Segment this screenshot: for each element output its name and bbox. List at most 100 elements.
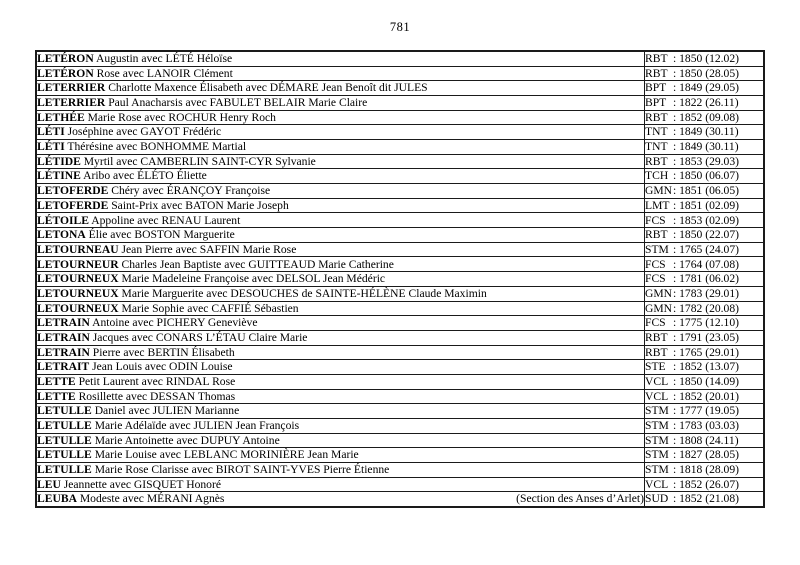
names-cell: LÉTI Joséphine avec GAYOT Frédéric — [35, 124, 645, 141]
entry-surname: LETOURNEUX — [37, 301, 119, 315]
entry-surname: LETULLE — [37, 433, 92, 447]
entry-rest: Antoine avec PICHERY Geneviève — [92, 316, 258, 330]
entry-rest: Marie Madeleine Françoise avec DELSOL Je… — [121, 272, 386, 286]
register-record: : 1852 (21.08) — [673, 492, 740, 506]
register-record: : 1782 (20.08) — [673, 301, 740, 315]
names-cell: LETRAIN Pierre avec BERTIN Élisabeth — [35, 344, 645, 361]
register-code: RBT — [645, 330, 668, 344]
register-record: : 1852 (09.08) — [673, 110, 740, 124]
entry-surname: LETOFERDE — [37, 184, 109, 198]
entry-rest: Rosillette avec DESSAN Thomas — [78, 389, 236, 403]
register-record: : 1827 (28.05) — [673, 448, 740, 462]
entry-surname: LÉTI — [37, 140, 65, 154]
table-row: LETOFERDE Saint-Prix avec BATON Marie Jo… — [35, 197, 765, 214]
register-code: STM — [645, 418, 669, 432]
entry-surname: LÉTOILE — [37, 213, 89, 227]
entry-surname: LETHÉE — [37, 110, 85, 124]
register-ref-cell: STM: 1765 (24.07) — [644, 241, 765, 258]
entry-surname: LETRAIN — [37, 345, 90, 359]
entry-names: LÉTI Joséphine avec GAYOT Frédéric — [37, 126, 221, 138]
entry-rest: Rose avec LANOIR Clément — [96, 66, 233, 80]
register-code: RBT — [645, 345, 668, 359]
register-record: : 1850 (28.05) — [673, 66, 740, 80]
table-row: LEUBA Modeste avec MÉRANI Agnès (Section … — [35, 491, 765, 508]
entry-surname: LÉTINE — [37, 169, 81, 183]
register-record: : 1851 (06.05) — [673, 184, 740, 198]
entry-rest: Joséphine avec GAYOT Frédéric — [67, 125, 222, 139]
entry-surname: LÉTIDE — [37, 154, 81, 168]
names-cell: LÉTI Thérésine avec BONHOMME Martial — [35, 139, 645, 155]
entry-surname: LETOFERDE — [37, 198, 109, 212]
entry-surname: LETULLE — [37, 462, 92, 476]
register-record: : 1818 (28.09) — [673, 462, 740, 476]
table-row: LETULLE Marie Rose Clarisse avec BIROT S… — [35, 461, 765, 478]
table-row: LETERRIER Charlotte Maxence Élisabeth av… — [35, 80, 765, 97]
table-row: LETRAIT Jean Louis avec ODIN Louise STE: … — [35, 359, 765, 375]
register-ref-cell: RBT: 1850 (28.05) — [644, 65, 765, 82]
register-code: BPT — [645, 81, 667, 95]
entry-names: LETULLE Marie Antoinette avec DUPUY Anto… — [37, 433, 280, 447]
register-ref-cell: TCH: 1850 (06.07) — [644, 168, 765, 185]
entry-names: LÉTOILE Appoline avec RENAU Laurent — [37, 213, 241, 227]
entry-names: LETOFERDE Chéry avec ÉRANÇOY Françoise — [37, 185, 270, 197]
register-code: FCS — [645, 257, 666, 271]
entry-names: LETRAIN Antoine avec PICHERY Geneviève — [37, 317, 258, 329]
entry-rest: Marie Sophie avec CAFFIÉ Sébastien — [121, 301, 299, 315]
register-code: VCL — [645, 389, 669, 403]
names-cell: LETTE Petit Laurent avec RINDAL Rose — [35, 373, 645, 390]
entry-surname: LETOURNEAU — [37, 242, 119, 256]
table-row: LETRAIN Jacques avec CONARS L’ÉTAU Clair… — [35, 329, 765, 346]
table-row: LETÉRON Augustin avec LÉTÉ Héloïse RBT: 1… — [35, 50, 765, 67]
register-record: : 1808 (24.11) — [673, 433, 739, 447]
register-code: FCS — [645, 272, 666, 286]
register-record: : 1853 (02.09) — [673, 213, 740, 227]
entry-surname: LETERRIER — [37, 96, 106, 110]
table-row: LETÉRON Rose avec LANOIR Clément RBT: 185… — [35, 65, 765, 82]
table-row: LETTE Rosillette avec DESSAN Thomas VCL: … — [35, 388, 765, 405]
entry-names: LEUBA Modeste avec MÉRANI Agnès — [37, 493, 224, 505]
entry-names: LETOURNEUX Marie Sophie avec CAFFIÉ Séba… — [37, 301, 299, 315]
register-code: STM — [645, 448, 669, 462]
register-ref-cell: BPT: 1849 (29.05) — [644, 80, 765, 97]
entry-rest: Pierre avec BERTIN Élisabeth — [92, 345, 235, 359]
register-record: : 1852 (20.01) — [673, 389, 740, 403]
register-ref-cell: TNT: 1849 (30.11) — [644, 139, 765, 155]
register-ref-cell: BPT : 1822 (26.11) — [644, 95, 765, 111]
register-code: VCL — [645, 374, 669, 388]
register-ref-cell: RBT: 1853 (29.03) — [644, 153, 765, 170]
register-ref-cell: RBT: 1850 (12.02) — [644, 50, 765, 67]
register-code: TNT — [645, 125, 668, 139]
entry-rest: Aribo avec ÉLÉTO Éliette — [83, 169, 207, 183]
register-ref-cell: STM: 1777 (19.05) — [644, 403, 765, 419]
entry-rest: Modeste avec MÉRANI Agnès — [79, 492, 225, 506]
entry-names: LETTE Petit Laurent avec RINDAL Rose — [37, 376, 235, 388]
names-cell: LETOURNEUX Marie Sophie avec CAFFIÉ Séba… — [35, 300, 645, 317]
entry-names: LÉTINE Aribo avec ÉLÉTO Éliette — [37, 170, 207, 182]
register-record: : 1764 (07.08) — [673, 257, 740, 271]
register-code: VCL — [645, 477, 669, 491]
register-record: : 1765 (24.07) — [673, 242, 740, 256]
register-ref-cell: RBT: 1765 (29.01) — [644, 344, 765, 361]
entry-names: LETRAIN Jacques avec CONARS L’ÉTAU Clair… — [37, 332, 307, 344]
table-row: LETOURNEUX Marie Marguerite avec DESOUCH… — [35, 285, 765, 302]
register-record: : 1822 (26.11) — [673, 96, 739, 110]
entry-names: LETERRIER Charlotte Maxence Élisabeth av… — [37, 82, 428, 94]
table-row: LETRAIN Antoine avec PICHERY Geneviève FC… — [35, 315, 765, 331]
entry-rest: Marie Rose avec ROCHUR Henry Roch — [87, 110, 276, 124]
table-row: LETULLE Marie Antoinette avec DUPUY Anto… — [35, 432, 765, 449]
entry-rest: Marie Louise avec LEBLANC MORINIÈRE Jean… — [94, 448, 359, 462]
register-ref-cell: GMN: 1783 (29.01) — [644, 285, 765, 302]
names-cell: LETULLE Marie Antoinette avec DUPUY Anto… — [35, 432, 645, 449]
section-note: (Section des Anses d’Arlet) — [516, 492, 644, 506]
register-code: FCS — [645, 213, 666, 227]
register-code: GMN — [645, 301, 673, 315]
entry-rest: Appoline avec RENAU Laurent — [91, 213, 241, 227]
entry-rest: Saint-Prix avec BATON Marie Joseph — [111, 198, 289, 212]
table-row: LÉTIDE Myrtil avec CAMBERLIN SAINT-CYR S… — [35, 153, 765, 170]
entry-surname: LETRAIT — [37, 360, 90, 374]
register-ref-cell: RBT: 1850 (22.07) — [644, 227, 765, 243]
entry-rest: Charlotte Maxence Élisabeth avec DÉMARE … — [108, 81, 428, 95]
register-code: BPT — [645, 96, 667, 110]
register-ref-cell: GMN: 1782 (20.08) — [644, 300, 765, 317]
